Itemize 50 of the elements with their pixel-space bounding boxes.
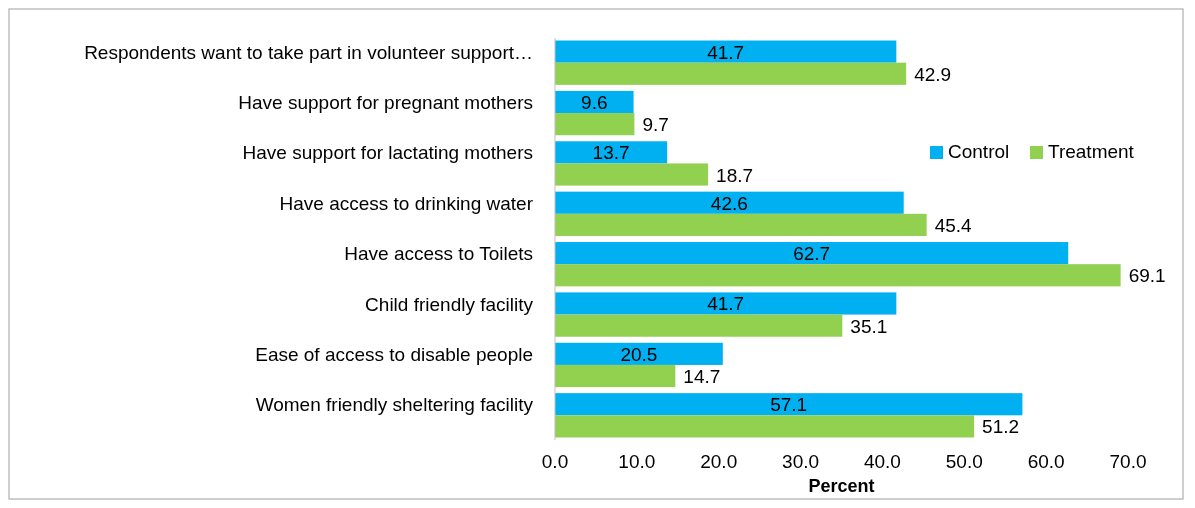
data-label: 57.1	[770, 394, 808, 416]
data-label: 41.7	[707, 293, 745, 315]
bar	[555, 342, 723, 365]
bar	[555, 40, 897, 63]
bar	[555, 163, 709, 186]
x-tick-label: 60.0	[1027, 451, 1065, 472]
bar	[555, 415, 975, 438]
data-label: 69.1	[1128, 265, 1166, 287]
y-tick-label: Have access to drinking water	[279, 192, 534, 214]
bar	[555, 264, 1121, 287]
x-tick-label: 0.0	[541, 451, 569, 472]
bar	[555, 364, 676, 388]
bar	[555, 113, 635, 136]
x-axis-title: Percent	[808, 476, 875, 496]
y-tick-label: Have support for lactating mothers	[242, 142, 533, 164]
data-label: 35.1	[850, 315, 888, 337]
data-label: 14.7	[683, 366, 721, 388]
y-tick-label: Have access to Toilets	[344, 243, 533, 265]
legend-label: Treatment	[1048, 141, 1135, 162]
bar	[555, 141, 668, 164]
bar	[555, 242, 1069, 265]
y-tick-label: Ease of access to disable people	[255, 343, 533, 365]
data-label: 62.7	[793, 243, 831, 265]
data-label: 20.5	[620, 343, 658, 365]
data-label: 45.4	[934, 214, 973, 236]
y-tick-label: Child friendly facility	[365, 293, 534, 315]
data-label: 41.7	[707, 41, 745, 63]
y-tick-label: Have support for pregnant mothers	[238, 92, 533, 114]
bar	[555, 292, 897, 315]
y-tick-label: Respondents want to take part in volunteer support…	[84, 41, 533, 63]
data-label: 9.6	[581, 91, 608, 113]
bar	[555, 314, 843, 337]
data-label: 13.7	[592, 142, 630, 164]
bar	[555, 62, 907, 85]
x-tick-label: 20.0	[700, 451, 738, 472]
x-tick-label: 70.0	[1109, 451, 1147, 472]
data-label: 18.7	[716, 164, 754, 186]
data-label: 42.6	[710, 192, 748, 214]
bar	[555, 213, 927, 236]
legend-label: Control	[948, 141, 1010, 162]
x-tick-label: 50.0	[945, 451, 983, 472]
data-label: 9.7	[642, 114, 669, 136]
bar	[555, 191, 904, 214]
x-tick-label: 10.0	[618, 451, 656, 472]
data-label: 42.9	[914, 63, 952, 85]
bar	[555, 393, 1023, 416]
x-tick-label: 40.0	[863, 451, 901, 472]
y-tick-label: Women friendly sheltering facility	[255, 394, 534, 416]
data-label: 51.2	[982, 416, 1020, 438]
x-tick-label: 30.0	[782, 451, 820, 472]
